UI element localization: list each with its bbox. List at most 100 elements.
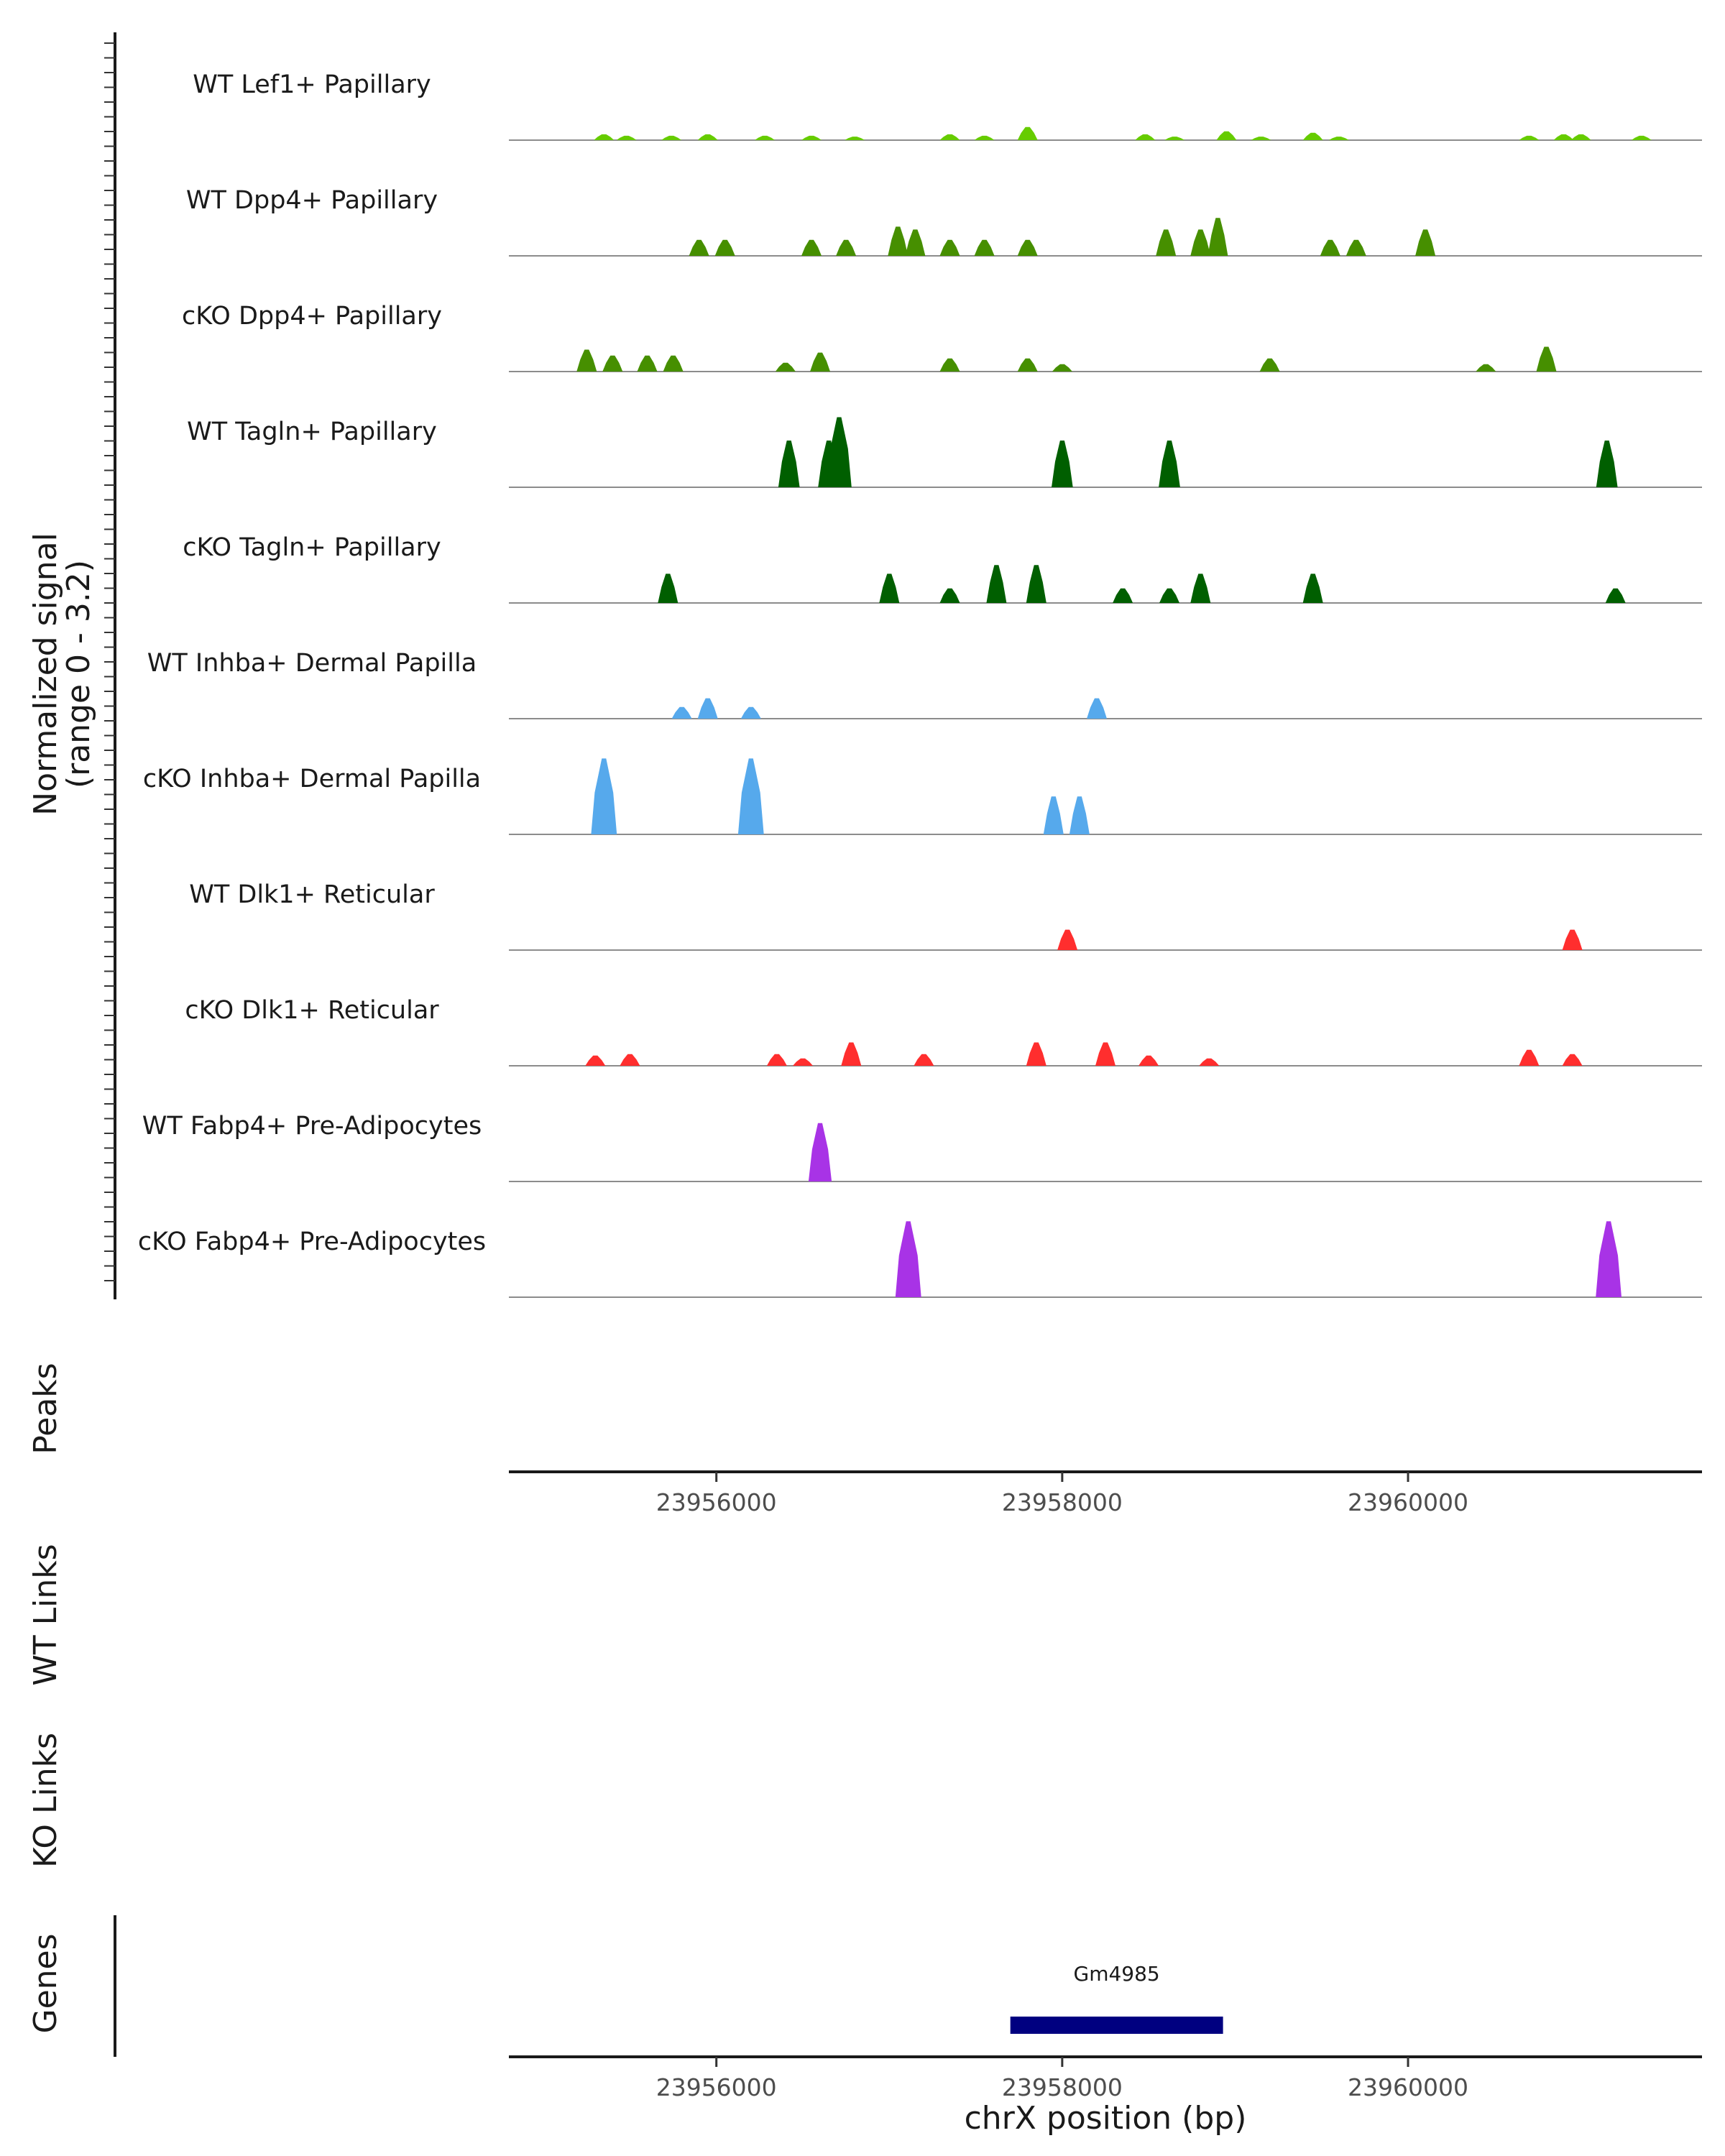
coverage-peak (1570, 134, 1591, 140)
coverage-peak (1159, 441, 1180, 487)
track-label: cKO Dpp4+ Papillary (182, 302, 442, 331)
coverage-peak (1190, 573, 1211, 603)
track: cKO Dpp4+ Papillary (182, 302, 1702, 372)
ko-links-panel-label: KO Links (27, 1733, 64, 1868)
coverage-peak (1156, 229, 1177, 256)
coverage-peak (737, 758, 764, 834)
coverage-peak (1631, 135, 1652, 140)
coverage-peak (895, 1221, 921, 1297)
wt-links-panel-label: WT Links (27, 1544, 64, 1685)
x-axis-tick-label: 23960000 (1348, 2073, 1468, 2101)
x-axis-tick-label: 23960000 (1348, 1488, 1468, 1516)
coverage-peak (637, 355, 658, 372)
coverage-peak (1259, 358, 1280, 372)
coverage-peak (986, 565, 1007, 603)
coverage-peak (1095, 1042, 1116, 1066)
coverage-peak (778, 441, 800, 487)
coverage-peak (974, 135, 995, 140)
coverage-peak (1320, 239, 1340, 256)
coverage-peak (1596, 441, 1618, 487)
coverage-peak (1043, 796, 1064, 834)
coverage-peak (1138, 1055, 1159, 1066)
coverage-peak (1415, 229, 1436, 256)
coverage-peak (801, 135, 822, 140)
coverage-peak (827, 417, 852, 487)
coverage-peak (1562, 1054, 1583, 1066)
coverage-peak (939, 134, 960, 140)
track-label: WT Dlk1+ Reticular (189, 880, 435, 909)
coverage-peak (836, 239, 857, 256)
track-label: WT Tagln+ Papillary (187, 418, 437, 446)
coverage-peak (697, 698, 718, 719)
track-label: WT Lef1+ Papillary (193, 70, 431, 99)
coverage-peak (740, 706, 761, 719)
track: WT Dlk1+ Reticular (189, 880, 1702, 951)
coverage-peak (714, 239, 735, 256)
coverage-peak (1208, 218, 1228, 256)
coverage-peak (697, 134, 718, 140)
gene-body (1010, 2017, 1223, 2034)
coverage-peak (661, 135, 682, 140)
gene-label: Gm4985 (1074, 1962, 1160, 1986)
x-axis-tick-label: 23956000 (656, 2073, 777, 2101)
coverage-peak (766, 1054, 787, 1066)
genes-panel-label: Genes (27, 1933, 64, 2033)
coverage-peak (1596, 1221, 1622, 1297)
coverage-peak (841, 1042, 862, 1066)
y-axis-title: Normalized signal (27, 533, 64, 816)
track-label: WT Dpp4+ Papillary (186, 186, 438, 215)
coverage-peak (1052, 364, 1072, 372)
coverage-peak (663, 355, 684, 372)
coverage-peak (591, 758, 617, 834)
coverage-peak (1069, 796, 1090, 834)
track: WT Tagln+ Papillary (187, 417, 1702, 488)
track-label: WT Inhba+ Dermal Papilla (147, 649, 477, 678)
coverage-peak (755, 135, 776, 140)
x-axis-tick-label: 23958000 (1002, 2073, 1123, 2101)
coverage-peak (1017, 358, 1038, 372)
coverage-peak (808, 1123, 832, 1181)
coverage-peak (1190, 229, 1211, 256)
track: WT Lef1+ Papillary (193, 70, 1702, 141)
coverage-peak (879, 573, 900, 603)
coverage-peak (658, 573, 678, 603)
track-label: cKO Dlk1+ Reticular (185, 996, 439, 1025)
coverage-y-axis-ticks (104, 42, 115, 1281)
gene-track: Gm4985 (1010, 1962, 1223, 2034)
coverage-peak (1536, 346, 1557, 372)
coverage-peak (1135, 134, 1156, 140)
track: cKO Fabp4+ Pre-Adipocytes (138, 1221, 1702, 1298)
coverage-peak (1251, 137, 1271, 140)
coverage-peak (1553, 134, 1574, 140)
coverage-peak (602, 355, 623, 372)
coverage-peak (1302, 132, 1323, 140)
coverage-peak (905, 229, 926, 256)
track: WT Fabp4+ Pre-Adipocytes (142, 1112, 1702, 1182)
track-label: WT Fabp4+ Pre-Adipocytes (142, 1112, 482, 1141)
coverage-peak (1113, 588, 1133, 603)
coverage-peak (801, 239, 822, 256)
coverage-peak (939, 588, 960, 603)
coverage-peak (1026, 1042, 1046, 1066)
coverage-peak (1087, 698, 1107, 719)
coverage-peak (689, 239, 709, 256)
coverage-peak (1328, 137, 1349, 140)
coverage-peak (1164, 137, 1185, 140)
coverage-peak (616, 135, 637, 140)
track: WT Dpp4+ Papillary (186, 186, 1702, 257)
coverage-peak (1052, 441, 1073, 487)
track: cKO Dlk1+ Reticular (185, 996, 1702, 1067)
coverage-peak (888, 226, 908, 256)
track-label: cKO Inhba+ Dermal Papilla (143, 765, 481, 793)
coverage-peak (1562, 929, 1583, 950)
coverage-peak (1605, 588, 1626, 603)
x-axis-tick-label: 23956000 (656, 1488, 777, 1516)
x-axis-title: chrX position (bp) (965, 2100, 1247, 2137)
track: cKO Inhba+ Dermal Papilla (143, 758, 1702, 835)
y-axis-range: (range 0 - 3.2) (60, 560, 97, 788)
track-label: cKO Tagln+ Papillary (183, 533, 441, 562)
coverage-peak (1026, 565, 1046, 603)
coverage-peak (939, 239, 960, 256)
peaks-panel-label: Peaks (27, 1363, 64, 1454)
